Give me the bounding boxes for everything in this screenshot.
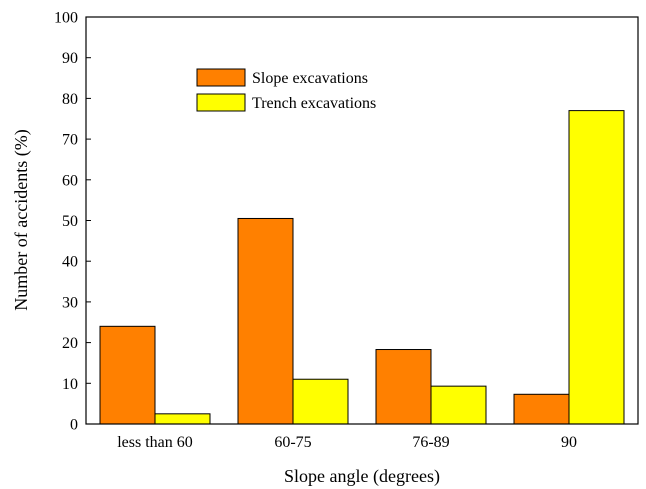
y-tick-label-0: 0 [70,417,78,434]
legend: Slope excavations Trench excavations [196,68,376,112]
y-tick-label-8: 80 [62,91,78,108]
y-ticks-layer: 0 10 20 30 40 50 60 70 80 90 100 [54,10,91,434]
bar-slope-2 [375,349,432,425]
x-axis-title: Slope angle (degrees) [284,466,440,487]
y-tick-label-10: 100 [54,10,78,27]
y-tick-label-9: 90 [62,50,78,67]
y-tick-label-2: 20 [62,335,78,352]
x-tick-label-1: 60-75 [274,434,311,451]
bar-trench-1 [292,378,349,425]
bar-trench-2 [430,385,487,425]
bars-layer [99,110,625,425]
x-tick-label-0: less than 60 [117,434,193,451]
bar-trench-0 [154,413,211,425]
y-axis-title: Number of accidents (%) [11,129,32,310]
y-tick-label-1: 10 [62,376,78,393]
bar-slope-0 [99,325,156,425]
x-tick-label-3: 90 [561,434,577,451]
y-tick-label-3: 30 [62,294,78,311]
y-tick-label-7: 70 [62,132,78,149]
bar-slope-3 [513,393,570,425]
legend-label-trench: Trench excavations [252,95,376,112]
x-ticks-layer: less than 60 60-75 76-89 90 [117,419,577,451]
x-tick-label-2: 76-89 [412,434,449,451]
legend-swatch-trench [196,93,246,112]
y-tick-label-6: 60 [62,172,78,189]
bar-slope-1 [237,217,294,425]
y-tick-label-4: 40 [62,254,78,271]
bar-trench-3 [568,110,625,425]
legend-swatch-slope [196,68,246,87]
y-tick-label-5: 50 [62,213,78,230]
legend-label-slope: Slope excavations [252,70,368,87]
